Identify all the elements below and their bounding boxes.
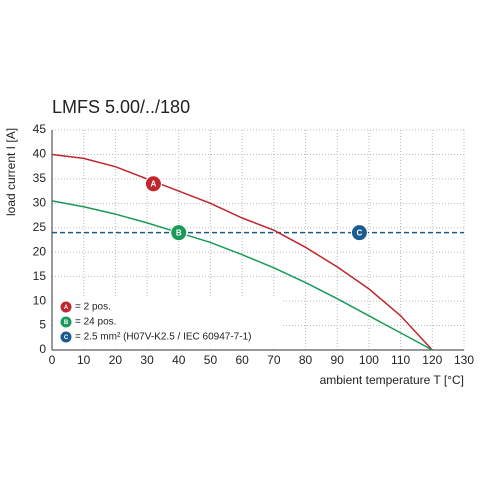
y-tick-label: 40	[33, 147, 47, 161]
legend-text: = 24 pos.	[75, 317, 116, 328]
series-line	[51, 200, 433, 351]
y-tick-label: 25	[33, 220, 47, 234]
marker: C	[350, 224, 368, 242]
x-tick-label: 100	[359, 353, 379, 367]
y-tick-label: 35	[33, 171, 47, 185]
y-axis-label: load current I [A]	[4, 128, 18, 216]
legend-box	[53, 297, 283, 349]
marker-dot	[144, 175, 162, 193]
x-tick-label: 40	[172, 353, 186, 367]
y-tick-label: 5	[39, 318, 46, 332]
badge-label: C	[64, 335, 69, 341]
x-tick-label: 90	[331, 353, 345, 367]
y-tick-label: 30	[33, 196, 47, 210]
x-tick-label: 110	[391, 353, 410, 367]
marker-dot	[170, 224, 188, 242]
y-tick-label: 10	[33, 293, 47, 307]
x-tick-label: 0	[49, 353, 56, 367]
y-tick-label: 20	[33, 244, 47, 258]
x-tick-label: 130	[454, 353, 474, 367]
marker-label: C	[357, 228, 363, 237]
x-tick-label: 50	[204, 353, 218, 367]
badge	[59, 315, 73, 329]
badge	[59, 300, 73, 314]
legend-text: = 2.5 mm² (H07V-K2.5 / IEC 60947-7-1)	[75, 332, 251, 343]
x-tick-label: 10	[77, 353, 91, 367]
marker: A	[144, 175, 162, 193]
series-line	[51, 153, 433, 351]
marker-label: B	[176, 228, 182, 237]
marker-label: A	[151, 179, 157, 188]
y-tick-label: 15	[33, 269, 47, 283]
marker: B	[170, 224, 188, 242]
badge	[59, 330, 73, 344]
y-tick-label: 0	[39, 342, 46, 356]
x-tick-label: 60	[235, 353, 249, 367]
badge-label: B	[64, 320, 69, 326]
legend-text: = 2 pos.	[75, 302, 111, 313]
chart-title: LMFS 5.00/../180	[52, 97, 190, 117]
x-tick-label: 30	[140, 353, 154, 367]
x-tick-label: 20	[109, 353, 123, 367]
x-tick-label: 70	[267, 353, 281, 367]
y-tick-label: 45	[33, 122, 47, 136]
marker-dot	[350, 224, 368, 242]
x-tick-label: 80	[299, 353, 313, 367]
x-axis-label: ambient temperature T [°C]	[320, 373, 464, 387]
x-tick-label: 120	[422, 353, 442, 367]
badge-label: A	[64, 305, 69, 311]
